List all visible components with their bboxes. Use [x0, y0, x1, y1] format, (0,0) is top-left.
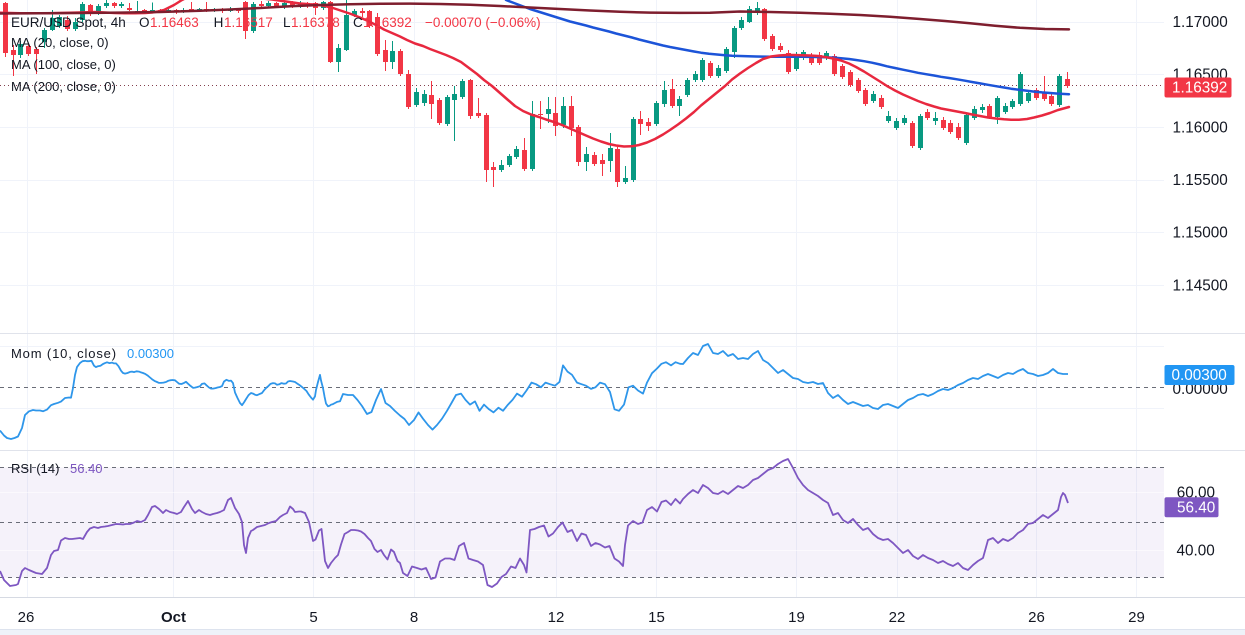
- svg-text:C: C: [353, 15, 363, 30]
- svg-text:60.00: 60.00: [1177, 485, 1215, 502]
- svg-text:L: L: [283, 15, 291, 30]
- svg-text:1.16392: 1.16392: [1172, 80, 1227, 97]
- svg-text:1.15500: 1.15500: [1173, 172, 1228, 189]
- svg-text:26: 26: [18, 609, 35, 626]
- svg-text:15: 15: [648, 609, 665, 626]
- svg-text:19: 19: [788, 609, 805, 626]
- svg-text:1.16378: 1.16378: [291, 15, 340, 30]
- svg-text:29: 29: [1128, 609, 1145, 626]
- svg-text:56.40: 56.40: [70, 461, 103, 476]
- svg-text:0.00000: 0.00000: [1173, 381, 1228, 398]
- svg-text:5: 5: [309, 609, 317, 626]
- svg-text:EUR/USD Spot, 4h: EUR/USD Spot, 4h: [11, 15, 126, 30]
- svg-text:56.40: 56.40: [1177, 499, 1215, 516]
- svg-text:12: 12: [548, 609, 565, 626]
- svg-text:1.16000: 1.16000: [1173, 119, 1228, 136]
- svg-text:H: H: [214, 15, 224, 30]
- svg-text:8: 8: [410, 609, 418, 626]
- svg-text:Oct: Oct: [161, 609, 186, 626]
- svg-text:1.16463: 1.16463: [150, 15, 199, 30]
- svg-text:−0.00070 (−0.06%): −0.00070 (−0.06%): [425, 15, 541, 30]
- svg-text:0.00300: 0.00300: [127, 346, 174, 361]
- svg-text:1.15000: 1.15000: [1173, 225, 1228, 242]
- svg-text:Mom (10, close): Mom (10, close): [11, 346, 117, 361]
- svg-text:1.14500: 1.14500: [1173, 277, 1228, 294]
- svg-text:MA (20, close, 0): MA (20, close, 0): [11, 35, 109, 50]
- svg-text:O: O: [139, 15, 150, 30]
- svg-text:RSI (14): RSI (14): [11, 461, 59, 476]
- svg-text:0.00300: 0.00300: [1172, 367, 1227, 384]
- svg-text:26: 26: [1028, 609, 1045, 626]
- svg-text:1.17000: 1.17000: [1173, 14, 1228, 31]
- svg-text:40.00: 40.00: [1177, 542, 1215, 559]
- svg-text:MA (200, close, 0): MA (200, close, 0): [11, 79, 116, 94]
- svg-text:1.16517: 1.16517: [224, 15, 273, 30]
- svg-text:1.16392: 1.16392: [363, 15, 412, 30]
- svg-text:22: 22: [889, 609, 906, 626]
- svg-text:MA (100, close, 0): MA (100, close, 0): [11, 57, 116, 72]
